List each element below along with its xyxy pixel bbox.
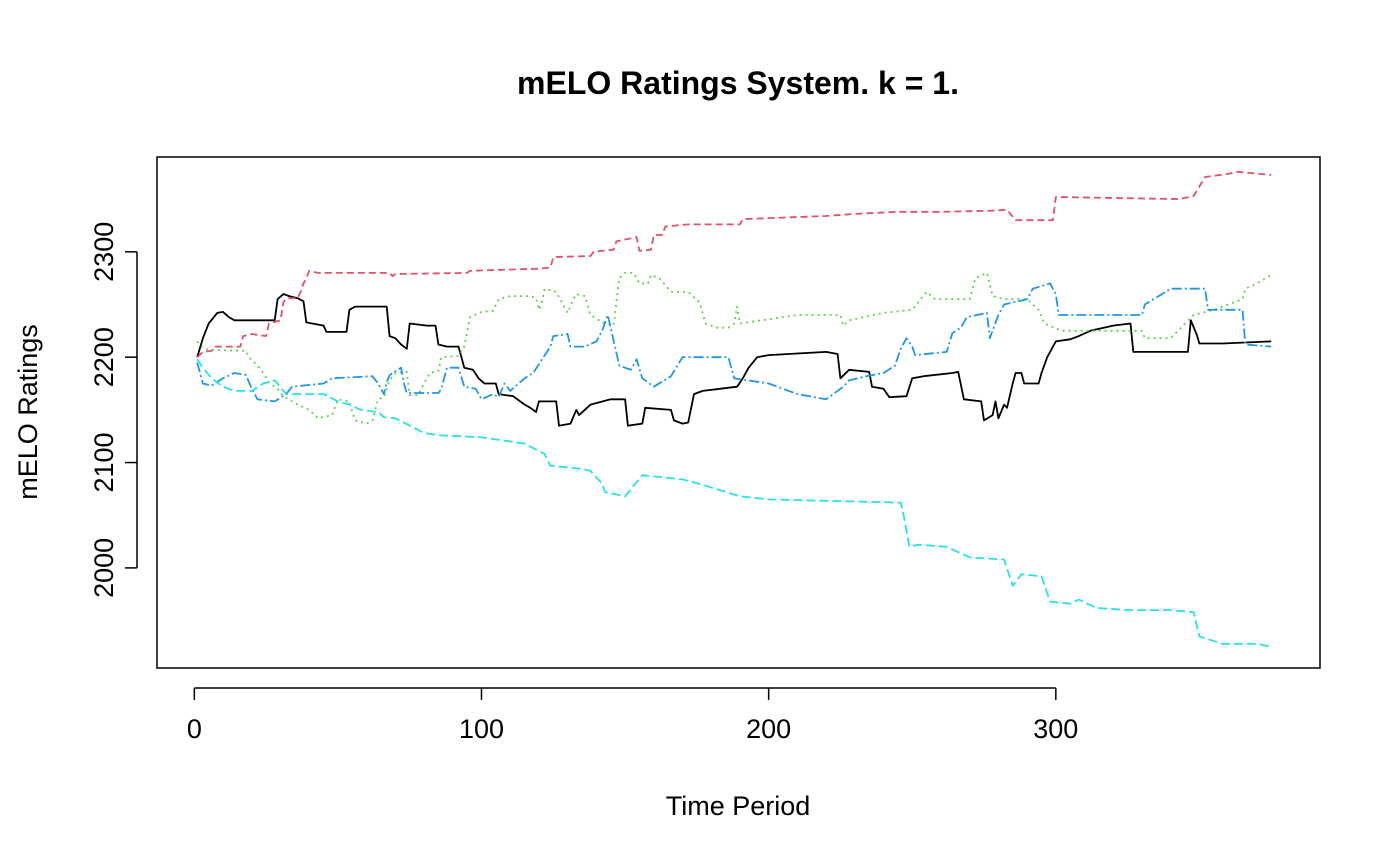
series-line-3 xyxy=(196,271,1272,425)
chart-title: mELO Ratings System. k = 1. xyxy=(517,65,959,101)
series-line-5 xyxy=(196,358,1272,648)
plot-frame xyxy=(156,156,1321,669)
series-layer xyxy=(196,170,1272,648)
y-tick-label: 2100 xyxy=(89,432,119,492)
y-axis: 2000 2100 2200 2300 xyxy=(89,222,138,598)
x-tick-label: 200 xyxy=(746,714,791,744)
y-tick-label: 2000 xyxy=(89,538,119,598)
series-line-1 xyxy=(196,293,1272,427)
x-tick-label: 0 xyxy=(187,714,202,744)
y-axis-label: mELO Ratings xyxy=(13,324,43,500)
x-axis: 0 100 200 300 xyxy=(187,687,1078,744)
y-tick-label: 2200 xyxy=(89,327,119,387)
x-axis-label: Time Period xyxy=(666,791,811,821)
y-tick-label: 2300 xyxy=(89,222,119,282)
series-line-2 xyxy=(196,170,1272,358)
series-line-4 xyxy=(196,282,1272,403)
x-tick-label: 300 xyxy=(1033,714,1078,744)
x-tick-label: 100 xyxy=(459,714,504,744)
